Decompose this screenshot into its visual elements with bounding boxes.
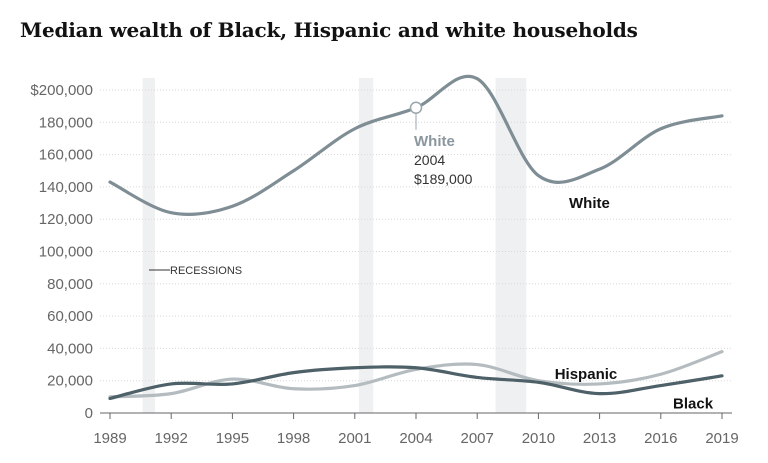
chart-title: Median wealth of Black, Hispanic and whi… (20, 18, 638, 42)
y-tick-label: 0 (85, 405, 93, 422)
recession-bands (142, 78, 527, 413)
series-line-white (108, 74, 724, 217)
series-label-black: Black (673, 395, 714, 412)
y-tick-label: 80,000 (47, 276, 93, 293)
x-tick-label: 2019 (705, 430, 738, 447)
recession-band-3 (495, 78, 527, 413)
x-tick-label: 2007 (461, 430, 494, 447)
y-tick-label: $200,000 (30, 82, 93, 99)
recession-legend-label: RECESSIONS (170, 265, 242, 277)
x-tick-label: 2004 (399, 430, 432, 447)
series-lines (108, 74, 724, 401)
recession-band-1 (142, 78, 155, 413)
y-tick-label: 160,000 (39, 147, 93, 164)
series-line-hispanic (108, 350, 724, 399)
y-tick-label: 120,000 (39, 211, 93, 228)
recession-band-2 (358, 78, 374, 413)
y-tick-label: 180,000 (39, 114, 93, 131)
gridlines (100, 89, 732, 419)
annotation-series-name: White (414, 133, 455, 150)
x-tick-label: 1998 (277, 430, 310, 447)
series-label-hispanic: Hispanic (555, 366, 618, 383)
y-tick-label: 100,000 (39, 244, 93, 261)
x-tick-label: 1992 (155, 430, 188, 447)
x-tick-label: 2016 (644, 430, 677, 447)
x-tick-label: 2001 (338, 430, 371, 447)
series-line-black (108, 365, 724, 401)
x-tick-label: 2010 (522, 430, 555, 447)
y-tick-label: 20,000 (47, 373, 93, 390)
x-tick-label: 2013 (583, 430, 616, 447)
labels: 0 20,000 40,000 60,000 80,000 100,000 120,000 1… (30, 82, 738, 447)
annotation-year: 2004 (414, 152, 445, 168)
x-tick-label: 1989 (93, 430, 126, 447)
annotation-marker (409, 101, 423, 115)
y-tick-label: 60,000 (47, 308, 93, 325)
y-tick-label: 140,000 (39, 179, 93, 196)
annotation-value: $189,000 (414, 171, 473, 187)
series-label-white: White (569, 195, 610, 212)
y-tick-label: 40,000 (47, 340, 93, 357)
x-tick-label: 1995 (216, 430, 249, 447)
